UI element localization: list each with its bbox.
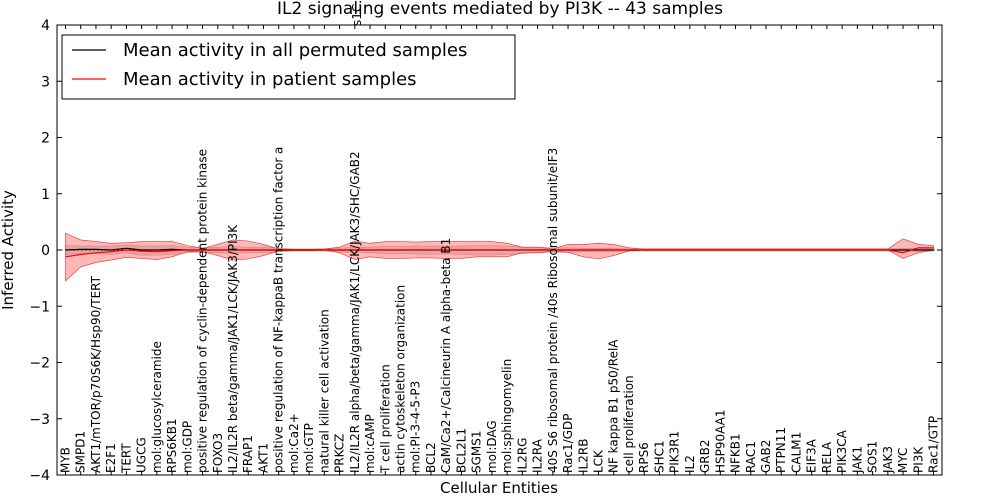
legend: Mean activity in all permuted samples Me… bbox=[61, 34, 516, 100]
x-tick-label: IL2RA bbox=[531, 438, 545, 473]
y-tick-label: 1 bbox=[41, 187, 50, 203]
x-tick-label: NF kappa B1 p50/RelA bbox=[607, 339, 621, 473]
x-tick-label: TERT bbox=[119, 443, 133, 474]
x-tick-label: JAK3 bbox=[881, 446, 895, 474]
series-line-patient bbox=[65, 247, 934, 258]
x-tick-label: mol:DAG bbox=[485, 420, 499, 473]
x-tick-label: AKT1 bbox=[256, 443, 270, 473]
x-tick-label: PIK3R1 bbox=[668, 431, 682, 473]
y-axis-label: Inferred Activity bbox=[0, 190, 17, 310]
x-tick-label: mol:PI-3-4-5-P3 bbox=[409, 381, 423, 473]
x-tick-label: BCL2L1 bbox=[454, 428, 468, 473]
x-tick-label: mol:cAMP bbox=[363, 414, 377, 473]
x-tick-label: mol:GDP bbox=[180, 421, 194, 473]
x-tick-label: UGCG bbox=[135, 437, 149, 473]
x-tick-label: RELA bbox=[820, 441, 834, 473]
x-tick-label: positive regulation of NF-kappaB transcr… bbox=[272, 147, 286, 473]
legend-label-patient: Mean activity in patient samples bbox=[123, 69, 417, 90]
x-tick-label: mol:sphingomyelin bbox=[500, 359, 514, 473]
x-tick-label: RPS6KB1 bbox=[165, 418, 179, 473]
x-tick-label: IL2RG bbox=[515, 438, 529, 474]
x-tick-label: natural killer cell activation bbox=[317, 309, 331, 473]
x-tick-label: E2F1 bbox=[104, 443, 118, 473]
y-tick-label: 3 bbox=[41, 74, 50, 90]
x-tick-label: GRB2 bbox=[698, 439, 712, 473]
x-tick-label: JAK1 bbox=[850, 446, 864, 474]
x-tick-label: SGMS1 bbox=[470, 430, 484, 473]
x-tick-label: SOS1 bbox=[866, 441, 880, 473]
x-tick-label-fragment: s1C bbox=[350, 4, 364, 26]
x-tick-label: AKT1/mTOR/p70S6K/Hsp90/TERT bbox=[89, 275, 103, 473]
x-tick-label: RPS6 bbox=[637, 442, 651, 473]
x-tick-label: BCL2 bbox=[424, 442, 438, 473]
x-tick-label: PRKCZ bbox=[333, 434, 347, 473]
x-tick-label: HSP90AA1 bbox=[713, 409, 727, 473]
x-tick-label: actin cytoskeleton organization bbox=[394, 285, 408, 473]
x-tick-label: CaM/Ca2+/Calcineurin A alpha-beta B1 bbox=[439, 238, 453, 473]
x-tick-label: T cell proliferation bbox=[378, 364, 392, 474]
y-tick-label: 0 bbox=[41, 243, 50, 259]
chart-title: IL2 signaling events mediated by PI3K --… bbox=[277, 0, 723, 19]
x-tick-label: RAC1 bbox=[744, 441, 758, 473]
x-tick-label: MYC bbox=[896, 448, 910, 473]
y-tick-label: 4 bbox=[41, 18, 50, 34]
x-tick-label: MYB bbox=[59, 447, 73, 473]
x-tick-label: FOXO3 bbox=[211, 433, 225, 473]
x-tick-label: PIK3CA bbox=[835, 429, 849, 473]
x-tick-label: SHC1 bbox=[652, 440, 666, 473]
x-tick-label: IL2/IL2R beta/gamma/JAK1/LCK/JAK3/PI3K bbox=[226, 224, 240, 473]
plot-area: MYB SMPD1 AKT1/mTOR/p70S6K/Hsp90/TERT E2F1 T… bbox=[29, 4, 943, 484]
x-tick-label: positive regulation of cyclin-dependent … bbox=[196, 149, 210, 473]
x-tick-label: IL2 bbox=[683, 455, 697, 473]
x-tick-label: IL2RB bbox=[576, 439, 590, 473]
x-tick-label: FRAP1 bbox=[241, 435, 255, 473]
y-tick-label: −2 bbox=[29, 356, 50, 372]
x-tick-label: GAB2 bbox=[759, 440, 773, 473]
x-tick-label: CALM1 bbox=[789, 432, 803, 473]
x-tick-label: Rac1/GTP bbox=[927, 416, 941, 473]
x-tick-label: SMPD1 bbox=[74, 431, 88, 473]
x-tick-label: cell proliferation bbox=[622, 375, 636, 473]
x-tick-label: NFKB1 bbox=[729, 433, 743, 473]
x-tick-label: PI3K bbox=[911, 446, 925, 473]
x-tick-label: mol:glucosylceramide bbox=[150, 341, 164, 473]
x-tick-label: mol:Ca2+ bbox=[287, 413, 301, 473]
x-tick-label: IL2/IL2R alpha/beta/gamma/JAK1/LCK/JAK3/… bbox=[348, 151, 362, 473]
y-tick-label: −4 bbox=[29, 468, 50, 484]
x-tick-label: mol:GTP bbox=[302, 423, 316, 473]
x-tick-label: EIF3A bbox=[805, 438, 819, 473]
x-tick-label: Rac1/GDP bbox=[561, 414, 575, 473]
x-tick-label: 40S S6 ribosomal protein /40s Ribosomal … bbox=[546, 148, 560, 473]
y-tick-label: 2 bbox=[41, 131, 50, 147]
x-tick-label: PTPN11 bbox=[774, 427, 788, 473]
legend-label-permuted: Mean activity in all permuted samples bbox=[123, 40, 467, 61]
x-tick-label: LCK bbox=[591, 449, 605, 473]
legend-box bbox=[61, 34, 516, 100]
x-axis-label: Cellular Entities bbox=[440, 479, 558, 497]
y-tick-label: −1 bbox=[29, 299, 50, 315]
y-tick-label: −3 bbox=[29, 412, 50, 428]
